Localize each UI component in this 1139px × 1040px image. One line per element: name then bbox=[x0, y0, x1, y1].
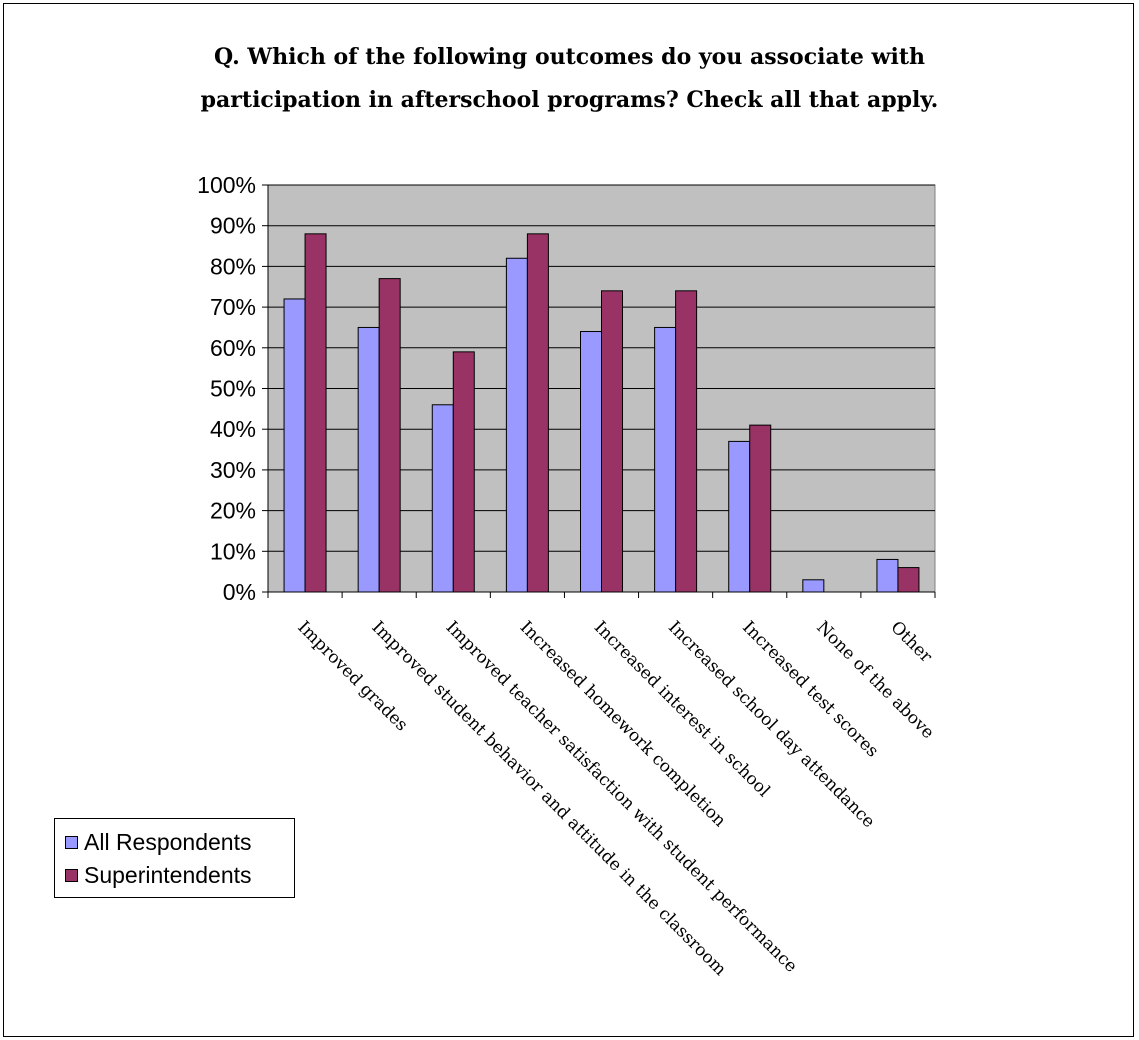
bar-superintendents-3 bbox=[526, 233, 549, 593]
bar-all-respondents-4 bbox=[580, 331, 602, 593]
bar-superintendents-0 bbox=[304, 233, 327, 593]
chart-title-line-1: Q. Which of the following outcomes do yo… bbox=[214, 44, 925, 70]
y-tick-label: 100% bbox=[197, 172, 256, 198]
bar-all-respondents-7 bbox=[802, 579, 825, 593]
bar-superintendents-2 bbox=[452, 351, 475, 593]
bars bbox=[283, 233, 920, 593]
bar-all-respondents-0 bbox=[283, 298, 306, 593]
bar-all-respondents-1 bbox=[357, 326, 380, 593]
y-tick-label: 20% bbox=[210, 498, 256, 524]
legend-swatch-all-respondents bbox=[65, 835, 78, 849]
legend-item-all-respondents: All Respondents bbox=[65, 827, 252, 857]
legend: All Respondents Superintendents bbox=[54, 818, 295, 898]
y-tick-label: 60% bbox=[210, 335, 256, 361]
category-label: Improved student behavior and attitude i… bbox=[368, 617, 730, 979]
bar-superintendents-1 bbox=[378, 278, 401, 593]
legend-label-superintendents: Superintendents bbox=[84, 861, 252, 888]
y-tick-label: 0% bbox=[223, 579, 256, 605]
y-tick-label: 70% bbox=[210, 294, 256, 320]
category-label: Improved teacher satisfaction with stude… bbox=[442, 617, 801, 976]
axes bbox=[262, 184, 936, 598]
bar-superintendents-8 bbox=[897, 567, 920, 593]
chart-title-line-2: participation in afterschool programs? C… bbox=[200, 87, 939, 113]
bar-all-respondents-6 bbox=[728, 440, 751, 593]
legend-item-superintendents: Superintendents bbox=[65, 860, 252, 890]
y-tick-label: 10% bbox=[210, 538, 256, 564]
y-tick-label: 40% bbox=[210, 416, 256, 442]
y-tick-label: 30% bbox=[210, 457, 256, 483]
y-tick-label: 90% bbox=[210, 213, 256, 239]
bar-superintendents-4 bbox=[601, 290, 623, 593]
category-label: Other bbox=[886, 617, 936, 667]
y-tick-labels: 0% 10% 20% 30% 40% 50% 60% 70% 80% 90% 100% bbox=[197, 172, 256, 605]
y-tick-label: 80% bbox=[210, 253, 256, 279]
category-label: Increased test scores bbox=[738, 617, 882, 761]
bar-all-respondents-5 bbox=[654, 326, 677, 593]
bar-superintendents-6 bbox=[749, 424, 772, 593]
y-tick-label: 50% bbox=[210, 376, 256, 402]
bar-superintendents-5 bbox=[675, 290, 698, 593]
legend-swatch-superintendents bbox=[65, 868, 78, 882]
bar-all-respondents-8 bbox=[876, 558, 899, 593]
bar-all-respondents-3 bbox=[505, 257, 528, 593]
bar-all-respondents-2 bbox=[431, 404, 454, 593]
legend-label-all-respondents: All Respondents bbox=[84, 828, 252, 855]
